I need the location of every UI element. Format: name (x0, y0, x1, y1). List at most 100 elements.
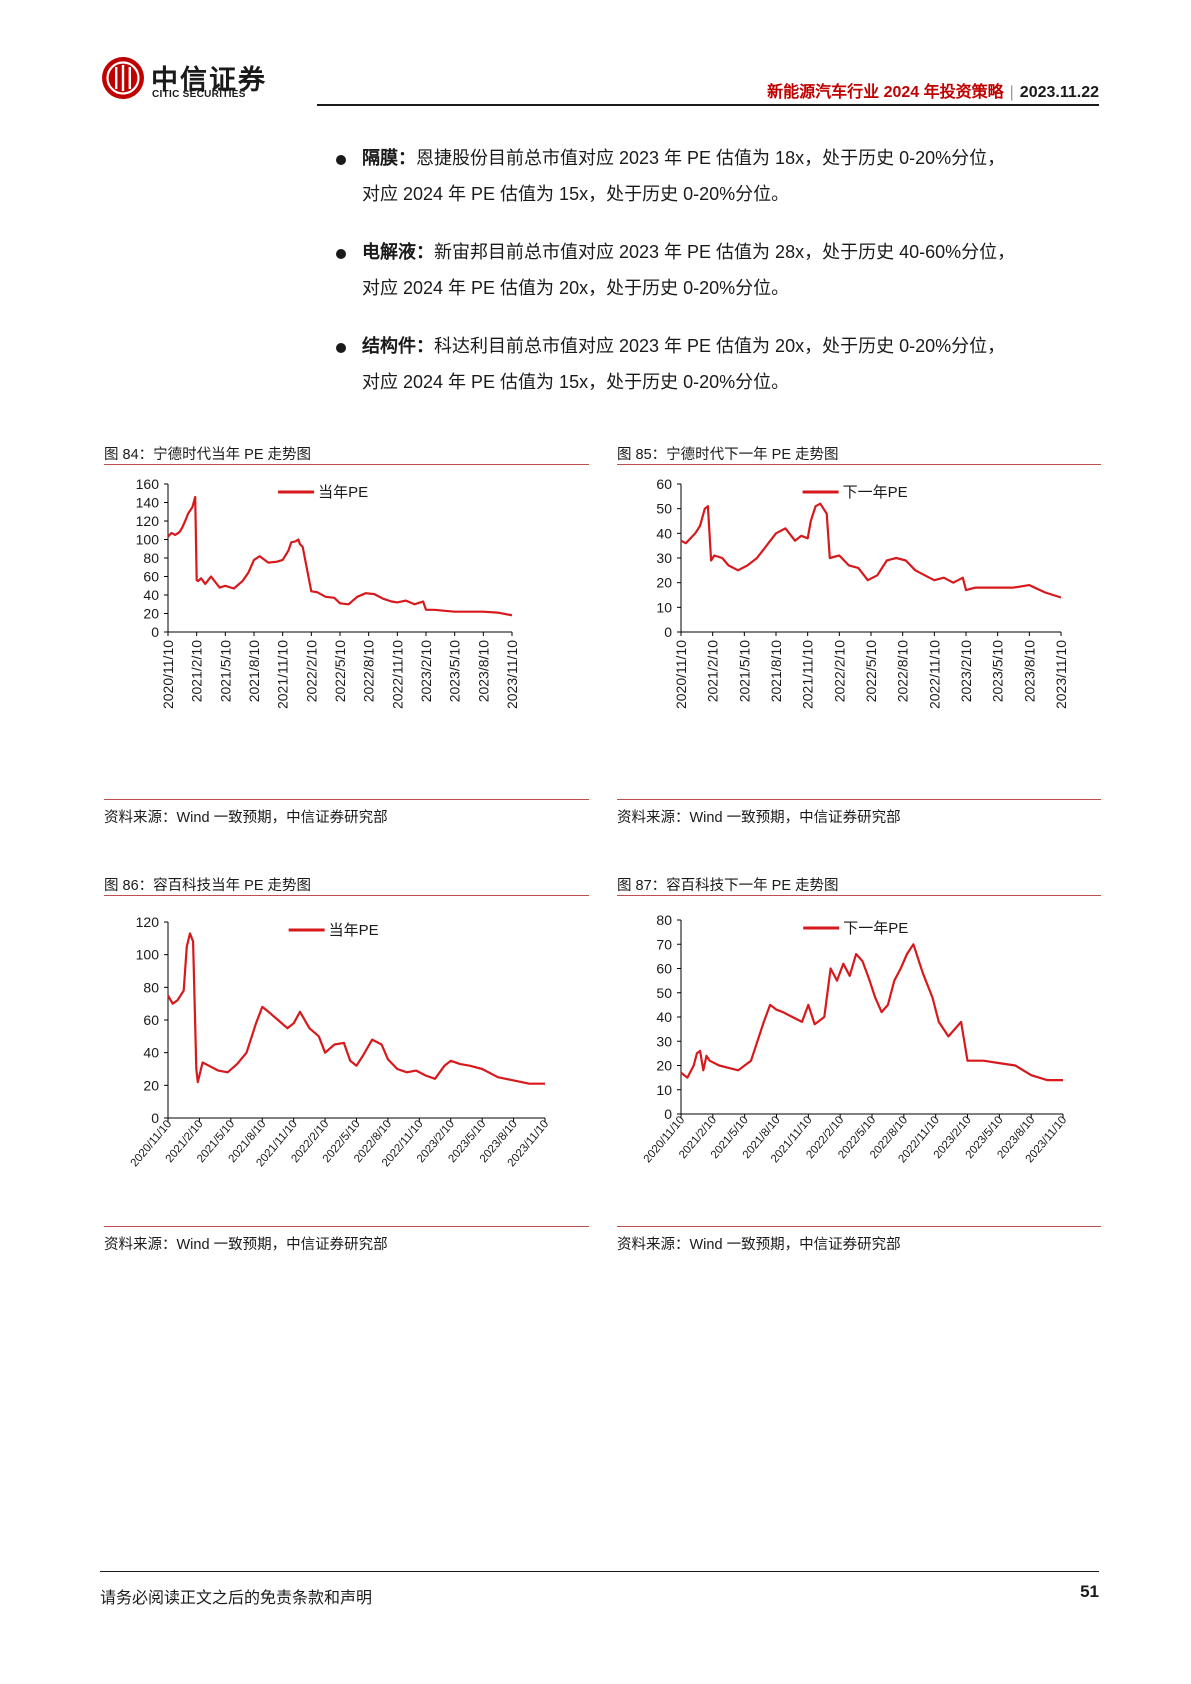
report-date: 2023.11.22 (1019, 84, 1099, 101)
footer-disclaimer: 请务必阅读正文之后的免责条款和声明 (100, 1590, 373, 1607)
chart-source: 资料来源：Wind 一致预期，中信证券研究部 (104, 1237, 388, 1253)
bullet-text: 新宙邦目前总市值对应 2023 年 PE 估值为 28x，处于历史 40-60%… (434, 242, 1016, 262)
chart-caption: 图 84：宁德时代当年 PE 走势图 (104, 447, 312, 463)
chart-source: 资料来源：Wind 一致预期，中信证券研究部 (617, 810, 901, 826)
header-divider (317, 104, 1099, 106)
y-tick-label: 40 (656, 1009, 672, 1025)
y-tick-label: 140 (136, 495, 160, 511)
x-tick-label: 2021/2/10 (705, 640, 721, 702)
y-tick-label: 10 (656, 599, 672, 615)
bullet-text: 科达利目前总市值对应 2023 年 PE 估值为 20x，处于历史 0-20%分… (434, 336, 1006, 356)
y-tick-label: 20 (656, 575, 672, 591)
report-title: 新能源汽车行业 2024 年投资策略 (767, 84, 1004, 101)
x-tick-label: 2021/8/10 (768, 640, 784, 702)
x-tick-label: 2022/11/10 (389, 640, 405, 709)
caption-rule (617, 464, 1101, 465)
source-rule (104, 799, 589, 800)
source-rule (617, 1226, 1101, 1227)
chart-ningde-next-pe: 0 10 20 30 40 50 60 2020/11/10 2021/2/10 2021/5/1… (656, 476, 1069, 709)
x-tick-label: 2023/8/10 (1021, 640, 1037, 702)
bullet-text: 对应 2024 年 PE 估值为 20x，处于历史 0-20%分位。 (362, 278, 790, 298)
y-tick-label: 60 (143, 1012, 159, 1028)
x-tick-label: 2020/11/10 (160, 640, 176, 709)
x-tick-label: 2022/5/10 (863, 640, 879, 702)
bullet-label: 电解液： (362, 242, 434, 262)
chart-caption: 图 87：容百科技下一年 PE 走势图 (617, 878, 839, 894)
y-tick-label: 20 (143, 1077, 159, 1093)
y-tick-label: 80 (656, 912, 672, 928)
y-tick-label: 120 (136, 914, 160, 930)
y-tick-label: 80 (143, 979, 159, 995)
y-tick-label: 50 (656, 501, 672, 517)
chart-rongbai-next-pe: 010203040506070802020/11/102021/2/102021… (642, 912, 1070, 1165)
chart-caption: 图 86：容百科技当年 PE 走势图 (104, 878, 312, 894)
bullet-label: 结构件： (362, 336, 434, 356)
series-line (680, 943, 1063, 1082)
x-tick-label: 2022/8/10 (361, 640, 377, 702)
x-tick-label: 2021/2/10 (189, 640, 205, 702)
x-tick-label: 2021/5/10 (217, 640, 233, 702)
series-line (167, 932, 545, 1085)
brand-name: 中信证券 (151, 65, 267, 95)
chart-rongbai-current-pe: 0204060801001202020/11/102021/2/102021/5… (129, 914, 552, 1169)
x-tick-label: 2022/11/10 (926, 640, 942, 709)
y-tick-label: 100 (136, 947, 160, 963)
x-tick-label: 2021/11/10 (800, 640, 816, 709)
y-tick-label: 50 (656, 985, 672, 1001)
x-tick-label: 2021/5/10 (736, 640, 752, 702)
y-tick-label: 60 (656, 961, 672, 977)
y-tick-label: 20 (656, 1058, 672, 1074)
chart-source: 资料来源：Wind 一致预期，中信证券研究部 (104, 810, 388, 826)
legend-label: 下一年PE (843, 920, 908, 937)
legend-label: 当年PE (318, 484, 368, 501)
y-tick-label: 0 (664, 624, 672, 640)
x-tick-label: 2023/11/10 (504, 640, 520, 709)
caption-rule (104, 464, 589, 465)
y-tick-label: 30 (656, 1033, 672, 1049)
y-tick-label: 120 (136, 513, 160, 529)
bullet-separator: 隔膜：恩捷股份目前总市值对应 2023 年 PE 估值为 18x，处于历史 0-… (336, 140, 1102, 212)
y-tick-label: 10 (656, 1082, 672, 1098)
chart-ningde-current-pe: 0 20 40 60 80 100 120 140 160 2020/11/10 2021/2/10… (136, 476, 520, 709)
brand-name-en: CITIC SECURITIES (152, 89, 246, 100)
y-tick-label: 60 (143, 569, 159, 585)
bullet-text: 恩捷股份目前总市值对应 2023 年 PE 估值为 18x，处于历史 0-20%… (416, 148, 1006, 168)
x-tick-label: 2020/11/10 (673, 640, 689, 709)
x-tick-label: 2022/2/10 (303, 640, 319, 702)
page-number: 51 (1080, 1582, 1099, 1601)
x-tick-label: 2023/2/10 (418, 640, 434, 702)
bullet-label: 隔膜： (362, 148, 416, 168)
y-tick-label: 0 (151, 1110, 159, 1126)
x-tick-label: 2023/2/10 (958, 640, 974, 702)
y-tick-label: 0 (151, 624, 159, 640)
y-tick-label: 40 (656, 525, 672, 541)
y-tick-label: 30 (656, 550, 672, 566)
x-tick-label: 2022/5/10 (332, 640, 348, 702)
x-tick-label: 2023/5/10 (990, 640, 1006, 702)
y-tick-label: 60 (656, 476, 672, 492)
series-line (680, 502, 1062, 599)
x-tick-label: 2023/11/10 (1053, 640, 1069, 709)
y-tick-label: 0 (664, 1106, 672, 1122)
source-rule (617, 799, 1101, 800)
series-line (167, 495, 513, 617)
chart-caption: 图 85：宁德时代下一年 PE 走势图 (617, 447, 839, 463)
footer-divider (100, 1571, 1099, 1572)
y-tick-label: 40 (143, 587, 159, 603)
y-tick-label: 20 (143, 606, 159, 622)
source-rule (104, 1226, 589, 1227)
y-tick-label: 80 (143, 550, 159, 566)
y-tick-label: 160 (136, 476, 160, 492)
x-tick-label: 2023/8/10 (475, 640, 491, 702)
report-header: 新能源汽车行业 2024 年投资策略 | 2023.11.22 (767, 84, 1099, 101)
x-tick-label: 2021/8/10 (246, 640, 262, 702)
bullet-text: 对应 2024 年 PE 估值为 15x，处于历史 0-20%分位。 (362, 184, 790, 204)
citic-logo-icon (102, 57, 144, 99)
y-tick-label: 40 (143, 1045, 159, 1061)
legend-label: 当年PE (329, 922, 379, 939)
x-tick-label: 2023/5/10 (447, 640, 463, 702)
x-tick-label: 2022/8/10 (895, 640, 911, 702)
bullet-text: 对应 2024 年 PE 估值为 15x，处于历史 0-20%分位。 (362, 372, 790, 392)
bullet-structure: 结构件：科达利目前总市值对应 2023 年 PE 估值为 20x，处于历史 0-… (336, 328, 1102, 400)
y-tick-label: 100 (136, 532, 160, 548)
